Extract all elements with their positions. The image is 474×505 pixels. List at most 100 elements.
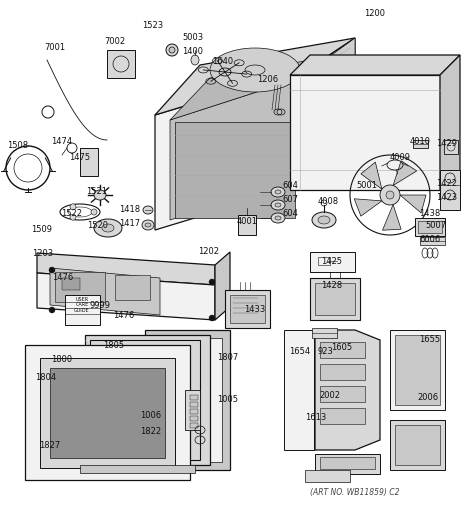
Ellipse shape: [209, 279, 215, 285]
Text: 1475: 1475: [69, 153, 91, 162]
Bar: [190, 416, 198, 421]
Ellipse shape: [70, 214, 76, 220]
Ellipse shape: [386, 191, 394, 199]
Polygon shape: [155, 68, 310, 230]
Polygon shape: [315, 330, 380, 450]
Polygon shape: [383, 205, 401, 230]
Bar: [190, 409, 198, 414]
Text: 1429: 1429: [437, 138, 457, 147]
Text: (ART NO. WB11859) C2: (ART NO. WB11859) C2: [310, 487, 400, 496]
Polygon shape: [170, 60, 310, 120]
Bar: [190, 402, 198, 407]
Text: 2006: 2006: [418, 393, 438, 402]
Text: 1476: 1476: [113, 311, 135, 320]
Ellipse shape: [166, 44, 178, 56]
Ellipse shape: [91, 209, 97, 215]
Polygon shape: [37, 253, 215, 285]
Bar: [55, 272, 105, 302]
Polygon shape: [361, 162, 382, 189]
Bar: [230, 295, 265, 323]
Bar: [115, 275, 150, 300]
Bar: [305, 470, 350, 482]
Bar: [284, 330, 314, 450]
Text: 5001: 5001: [356, 180, 377, 189]
Bar: [318, 257, 330, 265]
Text: 1805: 1805: [103, 341, 125, 350]
Bar: [320, 408, 365, 424]
Bar: [185, 390, 200, 430]
Text: 604: 604: [282, 210, 298, 219]
Polygon shape: [40, 358, 175, 468]
Text: 1005: 1005: [218, 395, 238, 405]
Bar: [190, 423, 198, 428]
Text: USER
CARE
GUIDE: USER CARE GUIDE: [74, 297, 90, 313]
Polygon shape: [354, 199, 382, 216]
Bar: [395, 335, 440, 405]
Text: 1474: 1474: [52, 136, 73, 145]
Text: 1433: 1433: [245, 306, 265, 315]
Text: 4001: 4001: [237, 218, 257, 227]
Bar: [315, 283, 355, 315]
Bar: [152, 338, 222, 462]
Bar: [315, 454, 380, 474]
Polygon shape: [290, 55, 460, 75]
Text: 1476: 1476: [52, 274, 73, 282]
Ellipse shape: [143, 206, 153, 214]
Bar: [312, 328, 337, 338]
Polygon shape: [215, 252, 230, 320]
Text: 1522: 1522: [62, 209, 82, 218]
Text: 1423: 1423: [437, 192, 457, 201]
Text: 1425: 1425: [321, 258, 343, 267]
Bar: [320, 457, 375, 469]
Ellipse shape: [142, 220, 154, 230]
Ellipse shape: [318, 216, 330, 224]
Ellipse shape: [271, 187, 285, 197]
Polygon shape: [50, 268, 160, 315]
Text: 607: 607: [282, 195, 298, 205]
Text: 2002: 2002: [319, 390, 340, 399]
Text: 1520: 1520: [88, 221, 109, 229]
Ellipse shape: [49, 267, 55, 273]
Text: 6006: 6006: [419, 235, 441, 244]
Bar: [310, 278, 360, 320]
Ellipse shape: [271, 200, 285, 210]
Bar: [320, 364, 365, 380]
Bar: [320, 386, 365, 402]
Text: 1655: 1655: [419, 335, 440, 344]
Ellipse shape: [210, 48, 300, 92]
Ellipse shape: [312, 212, 336, 228]
Text: 1428: 1428: [321, 280, 343, 289]
Text: 1523: 1523: [143, 21, 164, 29]
Text: 1800: 1800: [52, 356, 73, 365]
Polygon shape: [300, 38, 355, 140]
Text: 4008: 4008: [318, 197, 338, 207]
Ellipse shape: [275, 203, 281, 207]
Text: 1400: 1400: [182, 47, 203, 57]
Text: 1509: 1509: [31, 226, 53, 234]
Text: 1418: 1418: [119, 206, 141, 215]
Ellipse shape: [49, 307, 55, 313]
Text: 5007: 5007: [426, 221, 447, 229]
Bar: [62, 278, 80, 290]
Bar: [395, 425, 440, 465]
Bar: [310, 252, 355, 272]
Ellipse shape: [94, 190, 106, 200]
Ellipse shape: [102, 224, 114, 232]
Text: 1206: 1206: [257, 76, 279, 84]
Ellipse shape: [380, 185, 400, 205]
Text: 1417: 1417: [119, 220, 141, 228]
Polygon shape: [37, 273, 215, 320]
Bar: [420, 237, 445, 245]
Bar: [80, 465, 195, 473]
Text: 1438: 1438: [419, 209, 441, 218]
Text: 1827: 1827: [39, 441, 61, 450]
Bar: [190, 395, 198, 400]
Text: 1200: 1200: [365, 9, 385, 18]
Bar: [390, 420, 445, 470]
Text: 1422: 1422: [437, 178, 457, 187]
Ellipse shape: [209, 315, 215, 321]
Text: 1203: 1203: [32, 248, 54, 258]
Polygon shape: [85, 335, 210, 465]
Text: 4009: 4009: [390, 154, 410, 163]
Text: 1605: 1605: [331, 343, 353, 352]
